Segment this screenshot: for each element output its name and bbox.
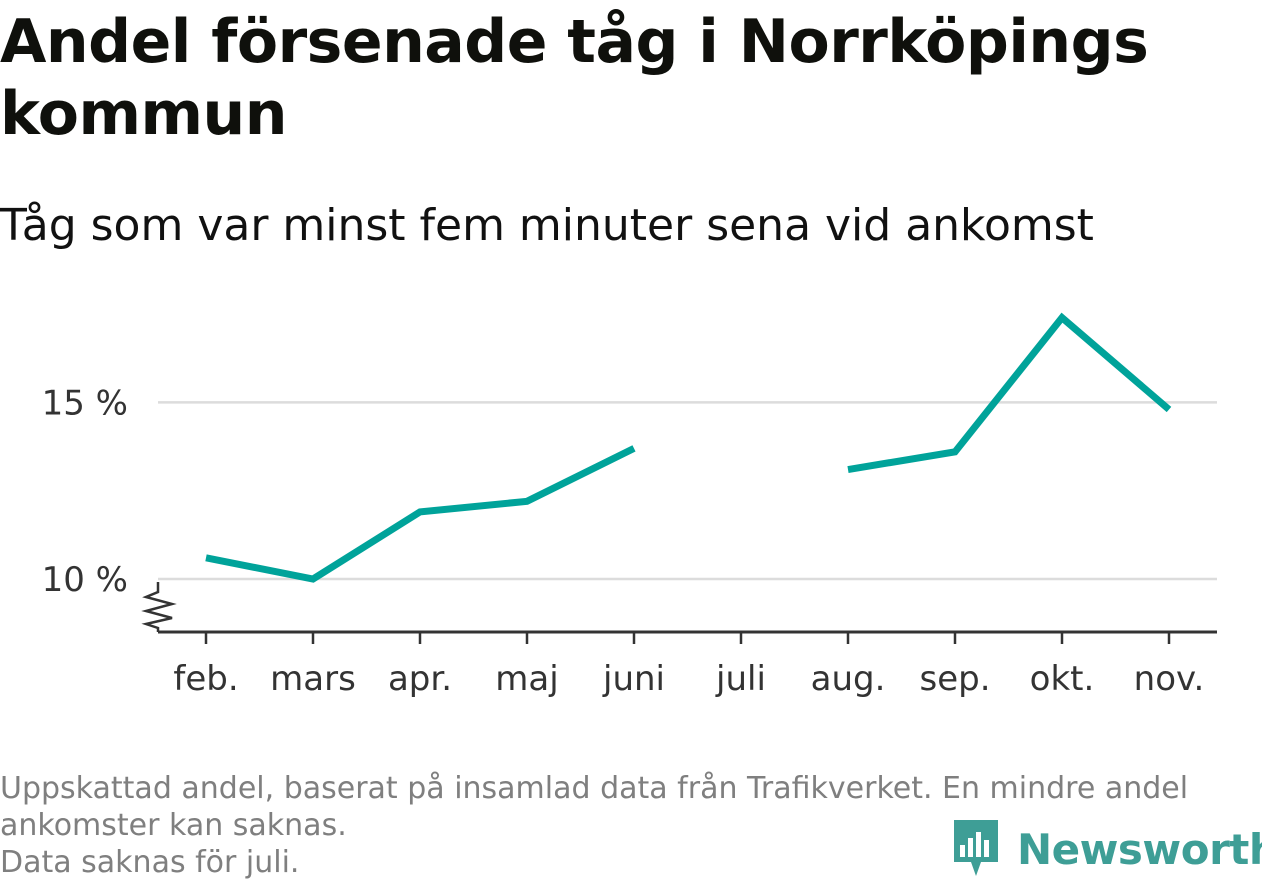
footnote-line-3: Data saknas för juli. (0, 845, 300, 880)
chart-title: Andel försenade tåg i Norrköpings kommun (0, 7, 1149, 149)
x-tick-label: feb. (173, 659, 238, 699)
x-tick-label: sep. (919, 659, 990, 699)
footnote: Uppskattad andel, baserat på insamlad da… (0, 770, 1250, 881)
x-tick-label: maj (495, 659, 558, 699)
series-lines (205, 312, 1172, 583)
footnote-line-2: ankomster kan saknas. (0, 808, 347, 843)
y-tick-label: 10 % (42, 560, 128, 600)
x-tick-label: juni (602, 659, 665, 699)
newsworthy-logo-icon (954, 820, 998, 876)
x-tick-label: okt. (1030, 659, 1095, 699)
brand-name: Newsworthy (1017, 824, 1262, 874)
x-tick-label: apr. (388, 659, 452, 699)
y-tick-label: 15 % (42, 383, 128, 423)
x-tick-label: nov. (1134, 659, 1205, 699)
series-line (205, 445, 636, 583)
x-tick-label: aug. (811, 659, 886, 699)
series-line (847, 312, 1172, 473)
x-axis: feb. mars apr. maj juni juli aug. sep. okt. nov. (141, 582, 1217, 699)
brand-logo: Newsworthy (951, 818, 1262, 880)
footnote-line-1: Uppskattad andel, baserat på insamlad da… (0, 771, 1189, 806)
x-tick-label: juli (715, 659, 766, 699)
axis-break-marker (141, 582, 177, 632)
x-tick-label: mars (270, 659, 356, 699)
line-chart: 10 % 15 % feb. mars apr. maj juni juli aug. sep.… (42, 312, 1217, 699)
chart-subtitle: Tåg som var minst fem minuter sena vid a… (0, 200, 1094, 251)
grid-lines: 10 % 15 % (42, 383, 1217, 600)
